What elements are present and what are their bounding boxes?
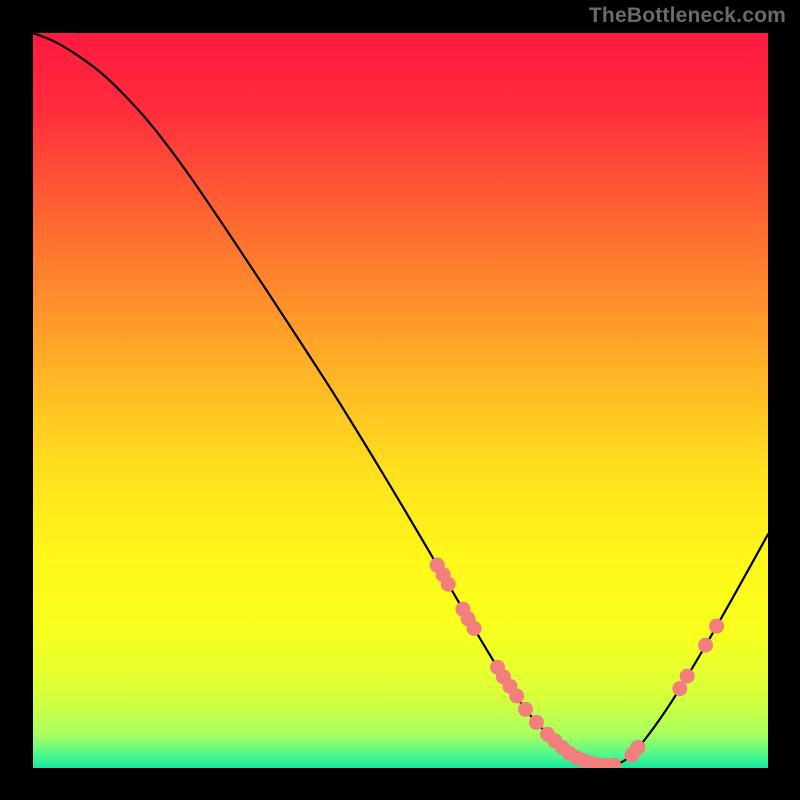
chart-background <box>33 33 768 768</box>
data-point-marker <box>630 740 645 755</box>
data-point-marker <box>672 681 687 696</box>
data-point-marker <box>467 621 482 636</box>
attribution-text: TheBottleneck.com <box>589 4 786 28</box>
data-point-marker <box>518 702 533 717</box>
data-point-marker <box>529 715 544 730</box>
bottleneck-curve-chart <box>33 33 768 768</box>
data-point-marker <box>709 619 724 634</box>
data-point-marker <box>698 638 713 653</box>
data-point-marker <box>509 688 524 703</box>
data-point-marker <box>680 669 695 684</box>
chart-area <box>33 33 768 768</box>
data-point-marker <box>441 577 456 592</box>
